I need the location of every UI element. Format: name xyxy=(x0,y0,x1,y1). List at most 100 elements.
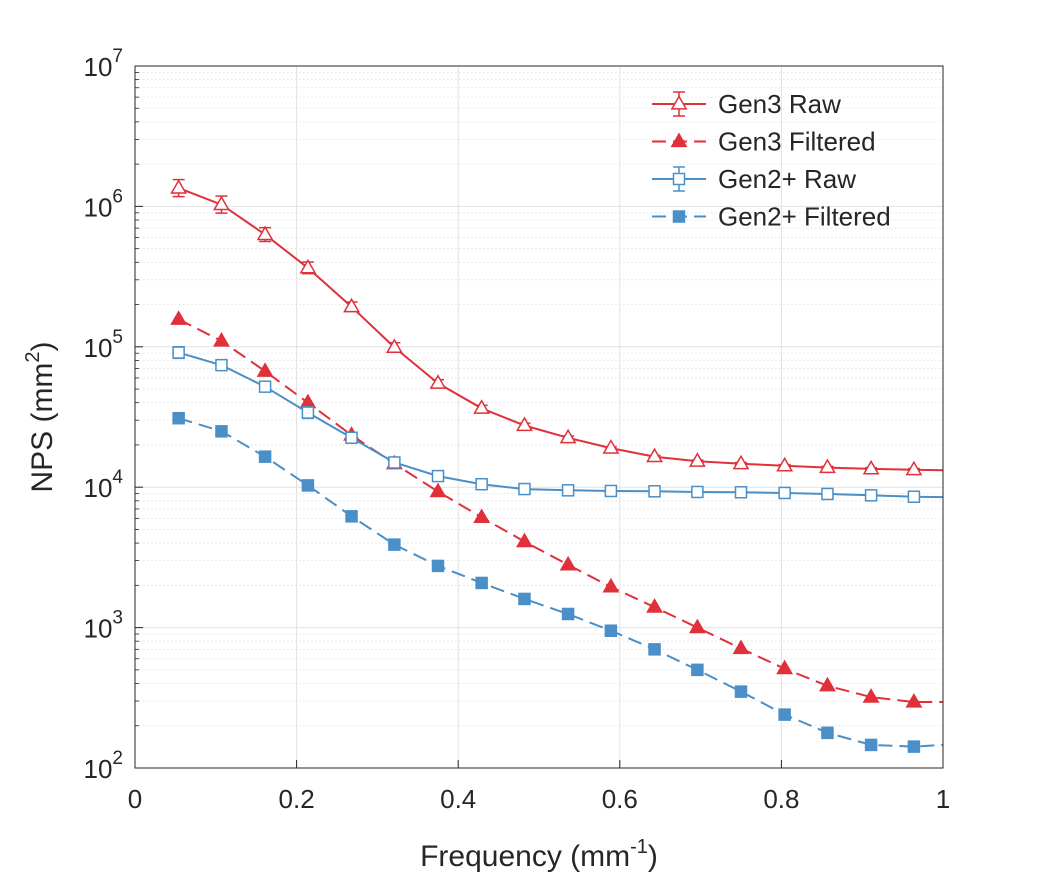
data-point xyxy=(431,559,445,573)
data-point xyxy=(561,484,575,497)
data-point xyxy=(648,485,661,498)
data-point xyxy=(819,458,836,474)
data-point xyxy=(691,663,704,677)
x-tick-label: 0.8 xyxy=(763,784,799,814)
x-tick-label: 0.4 xyxy=(440,784,476,814)
data-point xyxy=(431,469,445,483)
data-point xyxy=(516,416,533,432)
legend-item: Gen3 Raw xyxy=(652,89,841,119)
data-point xyxy=(646,447,663,463)
data-point xyxy=(907,740,921,753)
data-point xyxy=(213,195,230,211)
data-point xyxy=(516,532,533,548)
x-tick-label: 0 xyxy=(128,784,142,814)
y-tick-label: 103 xyxy=(84,608,124,644)
data-point xyxy=(475,576,488,590)
y-tick-label: 104 xyxy=(84,467,124,503)
legend-label: Gen3 Raw xyxy=(718,89,841,119)
data-point xyxy=(473,508,491,523)
legend-label: Gen2+ Raw xyxy=(718,164,856,194)
legend-item: Gen2+ Filtered xyxy=(652,202,891,232)
data-point xyxy=(604,484,618,498)
series-gen2-filtered xyxy=(172,411,944,753)
data-point xyxy=(819,676,836,692)
data-point xyxy=(670,132,688,148)
data-point xyxy=(778,486,791,500)
axes-layer: 0 0.2 0.4 0.6 0.8 1 102 103 104 105 106 107 Frequenc… xyxy=(22,46,950,873)
x-tick-label: 1 xyxy=(936,784,950,814)
x-tick-label: 0.2 xyxy=(279,784,315,814)
data-point xyxy=(385,338,403,354)
legend-item: Gen2+ Raw xyxy=(652,164,856,194)
data-point xyxy=(301,406,315,419)
data-point xyxy=(821,487,834,501)
data-point xyxy=(170,179,188,194)
data-point xyxy=(256,225,274,241)
data-point xyxy=(734,486,748,499)
data-point xyxy=(559,428,577,444)
data-point xyxy=(691,485,704,499)
x-tick-label: 0.6 xyxy=(602,784,638,814)
data-point xyxy=(688,452,706,467)
data-point xyxy=(732,454,750,470)
data-point xyxy=(258,450,272,463)
data-point xyxy=(734,685,748,698)
data-point xyxy=(604,624,618,637)
data-point xyxy=(561,607,575,621)
y-tick-label: 107 xyxy=(84,46,124,82)
data-point xyxy=(602,577,620,593)
data-point xyxy=(258,380,272,393)
data-point xyxy=(473,399,491,414)
data-point xyxy=(343,297,360,313)
data-point xyxy=(864,738,878,752)
series-gen2-raw xyxy=(172,345,944,504)
series-layer xyxy=(170,178,944,753)
data-point xyxy=(602,439,620,454)
data-point xyxy=(862,688,880,703)
data-point xyxy=(213,331,230,347)
data-point xyxy=(388,456,401,469)
data-point xyxy=(862,459,880,475)
data-point xyxy=(648,643,661,656)
data-point xyxy=(672,210,686,223)
data-point xyxy=(170,310,188,325)
data-point xyxy=(670,94,688,110)
data-point xyxy=(429,482,447,498)
data-point xyxy=(776,659,794,675)
data-point xyxy=(778,708,791,721)
data-point xyxy=(907,490,921,504)
data-point xyxy=(688,618,706,634)
data-point xyxy=(388,538,401,551)
data-point xyxy=(864,489,878,502)
data-point xyxy=(646,598,663,613)
legend-item: Gen3 Filtered xyxy=(652,127,876,157)
legend: Gen3 Raw Gen3 Filtered Gen2+ Raw Gen2+ Filt… xyxy=(652,89,891,232)
data-point xyxy=(518,592,531,606)
legend-label: Gen2+ Filtered xyxy=(718,202,891,232)
data-point xyxy=(732,639,750,655)
data-point xyxy=(215,358,228,372)
y-tick-label: 102 xyxy=(84,748,124,784)
data-point xyxy=(345,510,358,523)
data-point xyxy=(345,431,358,445)
data-point xyxy=(905,693,923,708)
legend-label: Gen3 Filtered xyxy=(718,127,876,157)
data-point xyxy=(215,425,228,438)
data-point xyxy=(256,362,274,377)
data-point xyxy=(429,374,447,389)
data-point xyxy=(559,555,577,571)
x-axis-title: Frequency (mm-1) xyxy=(420,836,658,873)
axes-box xyxy=(134,65,944,769)
series-gen3-raw xyxy=(170,178,944,476)
data-point xyxy=(299,258,317,274)
data-point xyxy=(672,172,686,186)
data-point xyxy=(172,346,185,359)
data-point xyxy=(821,726,834,740)
data-point xyxy=(776,456,794,472)
data-point xyxy=(301,479,315,492)
data-point xyxy=(172,411,185,425)
data-point xyxy=(475,477,488,491)
data-point xyxy=(905,460,923,476)
